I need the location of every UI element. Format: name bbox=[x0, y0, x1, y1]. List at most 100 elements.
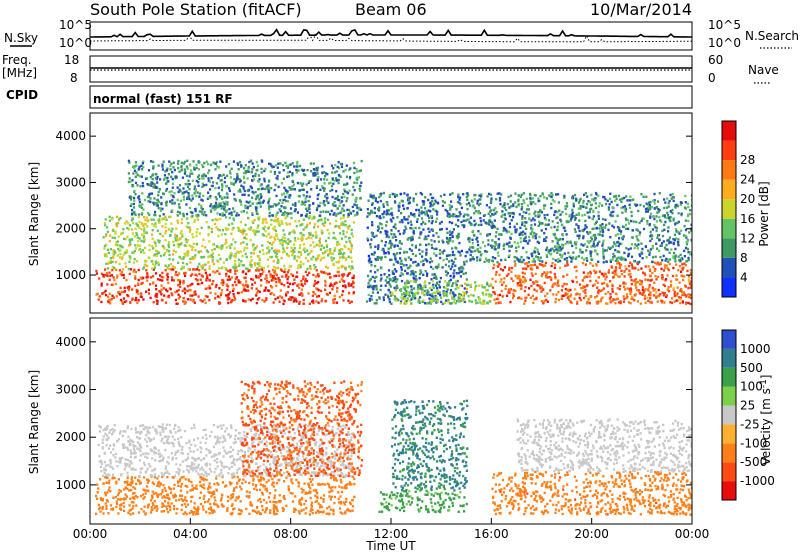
power-cell bbox=[689, 302, 692, 306]
power-cell bbox=[155, 262, 158, 265]
power-cell bbox=[273, 265, 276, 269]
power-cell bbox=[184, 170, 187, 174]
power-cell bbox=[619, 284, 622, 288]
power-cell bbox=[342, 230, 345, 233]
power-cell bbox=[129, 195, 132, 199]
power-cell bbox=[451, 240, 454, 243]
power-cell bbox=[131, 297, 134, 300]
power-cell bbox=[593, 223, 596, 226]
power-cell bbox=[166, 267, 169, 270]
power-cell bbox=[647, 288, 650, 291]
power-cell bbox=[421, 255, 424, 258]
power-cell bbox=[629, 276, 632, 279]
power-cell bbox=[565, 202, 569, 205]
power-cell bbox=[130, 195, 133, 199]
power-cell bbox=[465, 203, 468, 206]
power-cell bbox=[251, 220, 254, 223]
power-cell bbox=[667, 290, 671, 293]
power-cell bbox=[637, 209, 640, 213]
power-cell bbox=[646, 210, 650, 213]
power-cell bbox=[289, 296, 292, 299]
power-cell bbox=[298, 256, 301, 259]
power-cell bbox=[214, 204, 217, 207]
power-cell bbox=[137, 213, 141, 216]
power-cell bbox=[252, 178, 256, 181]
power-cell bbox=[394, 256, 397, 260]
power-cell bbox=[315, 167, 318, 170]
power-cell bbox=[312, 168, 315, 171]
power-cell bbox=[590, 236, 593, 239]
power-cell bbox=[176, 237, 179, 240]
power-cell bbox=[106, 274, 109, 277]
power-cell bbox=[424, 235, 427, 238]
power-cell bbox=[653, 224, 656, 227]
power-cell bbox=[655, 278, 658, 281]
power-cell bbox=[471, 257, 474, 261]
power-cell bbox=[617, 194, 621, 198]
power-cell bbox=[162, 287, 165, 290]
power-cell bbox=[501, 283, 504, 286]
power-cell bbox=[686, 247, 689, 251]
power-cell bbox=[216, 228, 219, 231]
power-cell bbox=[269, 205, 272, 208]
power-cell bbox=[201, 174, 204, 178]
power-cell bbox=[183, 168, 186, 171]
power-cell bbox=[354, 198, 357, 202]
power-cell bbox=[275, 252, 278, 255]
power-cell bbox=[149, 176, 152, 179]
power-cell bbox=[454, 246, 457, 249]
power-cell bbox=[225, 246, 228, 249]
power-cell bbox=[226, 203, 229, 206]
power-cell bbox=[286, 246, 289, 249]
power-cell bbox=[342, 284, 345, 288]
power-cell bbox=[281, 164, 285, 167]
power-cell bbox=[628, 289, 631, 293]
power-cell bbox=[293, 282, 296, 285]
power-cell bbox=[269, 236, 272, 239]
power-cell bbox=[141, 211, 144, 215]
power-cell bbox=[655, 220, 658, 223]
power-cell bbox=[682, 293, 685, 296]
power-cell bbox=[536, 250, 539, 254]
power-cell bbox=[257, 194, 260, 197]
power-cell bbox=[112, 229, 115, 232]
power-cell bbox=[366, 215, 369, 218]
power-cell bbox=[426, 272, 429, 275]
power-cell bbox=[401, 273, 404, 276]
power-cell bbox=[687, 301, 690, 305]
power-cell bbox=[460, 249, 463, 253]
power-cell bbox=[143, 198, 146, 202]
power-cell bbox=[460, 220, 463, 224]
power-cell bbox=[553, 213, 556, 217]
power-cell bbox=[478, 298, 481, 301]
power-cell bbox=[284, 216, 287, 220]
power-cell bbox=[598, 227, 601, 230]
power-cell bbox=[388, 213, 391, 216]
power-cell bbox=[418, 236, 421, 239]
power-cell bbox=[342, 216, 345, 219]
power-cell bbox=[316, 194, 319, 197]
power-cell bbox=[519, 195, 522, 198]
power-cell bbox=[323, 221, 327, 224]
power-cell bbox=[554, 300, 557, 304]
power-cell bbox=[625, 227, 628, 230]
power-cell bbox=[155, 288, 158, 291]
power-cell bbox=[628, 206, 632, 209]
power-cell bbox=[497, 265, 500, 268]
power-cell bbox=[250, 171, 253, 174]
power-cell bbox=[432, 267, 435, 270]
power-cell bbox=[650, 301, 653, 304]
power-cell bbox=[404, 295, 407, 298]
power-cell bbox=[110, 274, 114, 277]
power-cell bbox=[642, 205, 645, 208]
power-cell bbox=[262, 199, 265, 203]
power-cell bbox=[177, 283, 180, 287]
power-cell bbox=[239, 242, 242, 245]
power-cell bbox=[136, 244, 140, 247]
power-cell bbox=[325, 197, 328, 200]
power-cell bbox=[370, 253, 373, 256]
power-cell bbox=[121, 300, 124, 303]
power-cell bbox=[504, 287, 507, 291]
power-cell bbox=[382, 205, 385, 208]
power-cell bbox=[584, 291, 587, 294]
